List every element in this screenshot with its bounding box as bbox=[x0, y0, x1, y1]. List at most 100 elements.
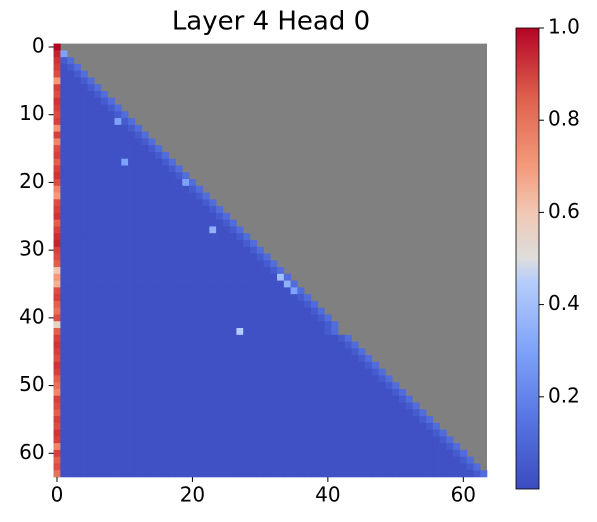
heatmap-cell bbox=[182, 253, 190, 261]
heatmap-cell bbox=[141, 158, 149, 166]
heatmap-cell bbox=[324, 328, 332, 336]
heatmap-cell bbox=[398, 456, 407, 464]
heatmap-cell bbox=[317, 321, 325, 329]
heatmap-cell bbox=[114, 104, 122, 112]
heatmap-cell bbox=[304, 355, 312, 363]
heatmap-cell bbox=[310, 436, 319, 444]
heatmap-cell bbox=[60, 118, 68, 126]
heatmap-cell bbox=[290, 402, 298, 410]
heatmap-cell bbox=[60, 233, 68, 241]
heatmap-cell bbox=[60, 355, 68, 363]
heatmap-cell bbox=[134, 463, 142, 471]
heatmap-cell bbox=[128, 321, 136, 329]
heatmap-cell bbox=[249, 300, 258, 309]
heatmap-cell bbox=[101, 246, 109, 254]
heatmap-cell bbox=[229, 422, 237, 430]
heatmap-cell bbox=[283, 307, 291, 315]
heatmap-cell bbox=[53, 63, 61, 71]
heatmap-cell bbox=[168, 348, 176, 356]
heatmap-cell bbox=[338, 355, 346, 363]
heatmap-cell bbox=[182, 388, 190, 397]
heatmap-cell bbox=[338, 429, 346, 437]
heatmap-cell bbox=[161, 328, 170, 336]
heatmap-cell bbox=[222, 294, 230, 302]
heatmap-cell bbox=[60, 375, 68, 383]
heatmap-cell bbox=[73, 307, 81, 315]
heatmap-cell bbox=[128, 172, 136, 180]
heatmap-cell bbox=[222, 388, 230, 397]
heatmap-cell bbox=[229, 253, 237, 261]
heatmap-cell bbox=[432, 456, 440, 464]
heatmap-cell bbox=[175, 199, 183, 207]
heatmap-cell bbox=[195, 375, 203, 383]
heatmap-cell bbox=[405, 402, 413, 410]
heatmap-cell bbox=[161, 219, 170, 227]
heatmap-cell bbox=[148, 138, 156, 146]
heatmap-cell bbox=[236, 233, 244, 241]
heatmap-cell bbox=[87, 172, 95, 180]
heatmap-cell bbox=[195, 348, 203, 356]
heatmap-cell bbox=[243, 368, 251, 376]
heatmap-cell bbox=[161, 287, 170, 295]
heatmap-cell bbox=[114, 192, 122, 200]
heatmap-cell bbox=[256, 449, 264, 457]
heatmap-cell bbox=[195, 388, 203, 397]
heatmap-cell bbox=[73, 321, 81, 329]
heatmap-cell bbox=[222, 456, 230, 464]
heatmap-cell bbox=[270, 273, 278, 281]
heatmap-cell bbox=[270, 456, 278, 464]
heatmap-cell bbox=[107, 233, 115, 241]
heatmap-cell bbox=[60, 239, 68, 248]
heatmap-cell bbox=[80, 334, 88, 342]
heatmap-cell bbox=[338, 443, 346, 451]
heatmap-cell bbox=[256, 388, 264, 397]
heatmap-cell bbox=[290, 470, 298, 478]
heatmap-cell bbox=[195, 260, 203, 268]
heatmap-cell bbox=[67, 63, 75, 71]
heatmap-cell bbox=[189, 314, 197, 322]
heatmap-cell bbox=[87, 287, 95, 295]
heatmap-cell bbox=[168, 368, 176, 376]
heatmap-cell bbox=[290, 422, 298, 430]
heatmap-cell bbox=[60, 192, 68, 200]
heatmap-cell bbox=[80, 388, 88, 397]
heatmap-cell bbox=[304, 294, 312, 302]
heatmap-cell bbox=[310, 402, 319, 410]
heatmap-cell bbox=[87, 192, 95, 200]
heatmap-cell bbox=[358, 368, 366, 376]
heatmap-cell bbox=[87, 199, 95, 207]
heatmap-cell bbox=[148, 361, 156, 369]
heatmap-cell bbox=[107, 307, 115, 315]
heatmap-cell bbox=[134, 307, 142, 315]
heatmap-cell bbox=[256, 334, 264, 342]
heatmap-cell bbox=[202, 300, 210, 309]
heatmap-cell bbox=[67, 77, 75, 85]
heatmap-cell bbox=[365, 361, 373, 369]
heatmap-cell bbox=[94, 361, 102, 369]
heatmap-cell bbox=[392, 436, 400, 444]
heatmap-cell bbox=[148, 246, 156, 254]
heatmap-cell bbox=[53, 226, 61, 234]
heatmap-cell bbox=[155, 463, 163, 471]
heatmap-cell bbox=[161, 253, 170, 261]
x-tick-label: 40 bbox=[315, 483, 340, 507]
heatmap-cell bbox=[182, 246, 190, 254]
heatmap-cell bbox=[195, 294, 203, 302]
heatmap-cell bbox=[60, 341, 68, 349]
heatmap-cell bbox=[439, 456, 447, 464]
heatmap-cell bbox=[405, 409, 413, 417]
heatmap-cell bbox=[128, 253, 136, 261]
heatmap-cell bbox=[128, 341, 136, 349]
heatmap-cell bbox=[256, 402, 264, 410]
heatmap-cell bbox=[161, 341, 170, 349]
heatmap-cell bbox=[229, 409, 237, 417]
heatmap-cell bbox=[344, 409, 352, 417]
heatmap-cell bbox=[141, 280, 149, 288]
heatmap-cell bbox=[236, 239, 244, 248]
heatmap-cell bbox=[310, 388, 319, 397]
heatmap-cell bbox=[101, 361, 109, 369]
heatmap-cell bbox=[94, 395, 102, 403]
heatmap-cell bbox=[67, 124, 75, 132]
heatmap-cell bbox=[161, 179, 170, 187]
y-tick-label: 50 bbox=[19, 372, 44, 396]
